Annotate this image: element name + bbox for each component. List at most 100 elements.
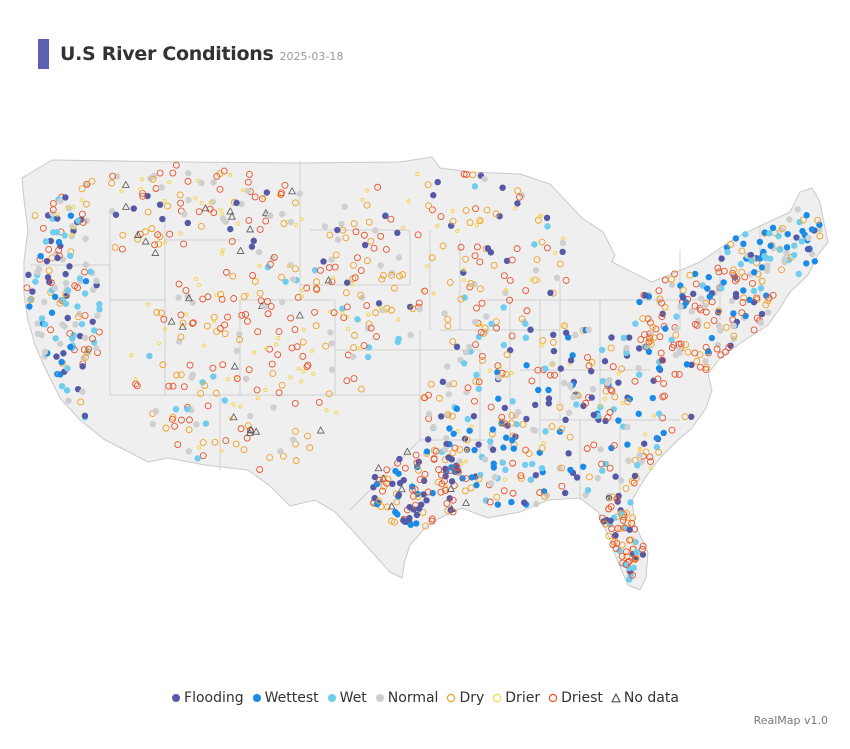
- gauge-point-driest[interactable]: [516, 193, 523, 201]
- gauge-point-flooding[interactable]: [718, 255, 725, 262]
- gauge-point-wet[interactable]: [221, 397, 228, 404]
- gauge-point-normal[interactable]: [445, 381, 452, 388]
- gauge-point-drier[interactable]: [129, 353, 134, 358]
- gauge-point-wet[interactable]: [63, 387, 71, 394]
- gauge-point-normal[interactable]: [185, 170, 192, 177]
- gauge-point-driest[interactable]: [708, 298, 716, 306]
- gauge-point-dry[interactable]: [210, 313, 218, 321]
- gauge-point-normal[interactable]: [531, 427, 539, 434]
- gauge-point-normal[interactable]: [783, 249, 790, 257]
- gauge-point-nodata[interactable]: [246, 425, 255, 433]
- gauge-point-normal[interactable]: [93, 277, 100, 284]
- gauge-point-driest[interactable]: [383, 479, 391, 487]
- gauge-point-flooding[interactable]: [690, 290, 697, 298]
- gauge-point-wettest[interactable]: [758, 264, 766, 271]
- gauge-point-dry[interactable]: [414, 493, 422, 501]
- gauge-point-dry[interactable]: [197, 389, 205, 397]
- gauge-point-drier[interactable]: [286, 264, 291, 269]
- gauge-point-dry[interactable]: [738, 268, 746, 276]
- gauge-point-dry[interactable]: [111, 243, 119, 251]
- gauge-point-driest[interactable]: [199, 452, 207, 460]
- gauge-point-drier[interactable]: [350, 281, 355, 287]
- gauge-point-flooding[interactable]: [250, 237, 257, 245]
- gauge-point-wettest[interactable]: [615, 417, 622, 424]
- gauge-point-nodata[interactable]: [387, 502, 396, 510]
- gauge-point-flooding[interactable]: [159, 215, 166, 223]
- gauge-point-driest[interactable]: [374, 183, 382, 191]
- gauge-point-normal[interactable]: [559, 239, 567, 247]
- gauge-point-driest[interactable]: [509, 489, 517, 497]
- gauge-point-wettest[interactable]: [677, 282, 684, 289]
- gauge-point-dry[interactable]: [722, 324, 730, 331]
- gauge-point-dry[interactable]: [449, 449, 457, 457]
- gauge-point-wet[interactable]: [53, 229, 61, 236]
- gauge-point-driest[interactable]: [506, 296, 513, 304]
- gauge-point-driest[interactable]: [360, 231, 368, 239]
- gauge-point-wet[interactable]: [748, 257, 755, 264]
- gauge-point-flooding[interactable]: [793, 234, 800, 241]
- gauge-point-driest[interactable]: [729, 269, 737, 277]
- gauge-point-driest[interactable]: [343, 377, 351, 385]
- gauge-point-normal[interactable]: [278, 298, 286, 306]
- legend-item-wet[interactable]: Wet: [327, 690, 367, 706]
- gauge-point-flooding[interactable]: [371, 473, 379, 481]
- gauge-point-flooding[interactable]: [506, 347, 514, 354]
- gauge-point-wet[interactable]: [573, 401, 580, 408]
- gauge-point-drier[interactable]: [366, 312, 371, 317]
- gauge-point-dry[interactable]: [144, 208, 152, 216]
- gauge-point-nodata[interactable]: [295, 311, 304, 319]
- gauge-point-driest[interactable]: [618, 552, 626, 560]
- gauge-point-flooding[interactable]: [640, 440, 648, 447]
- gauge-point-drier[interactable]: [539, 343, 544, 348]
- gauge-point-normal[interactable]: [38, 331, 45, 339]
- gauge-point-normal[interactable]: [242, 375, 250, 383]
- gauge-point-flooding[interactable]: [496, 212, 503, 220]
- gauge-point-wettest[interactable]: [626, 395, 634, 403]
- gauge-point-driest[interactable]: [249, 272, 257, 279]
- gauge-point-drier[interactable]: [138, 187, 143, 192]
- gauge-point-wettest[interactable]: [471, 446, 478, 454]
- gauge-point-normal[interactable]: [698, 295, 705, 302]
- gauge-point-normal[interactable]: [561, 379, 568, 387]
- legend-item-normal[interactable]: Normal: [375, 690, 438, 706]
- gauge-point-normal[interactable]: [597, 446, 604, 453]
- gauge-point-flooding[interactable]: [443, 440, 450, 448]
- gauge-point-driest[interactable]: [330, 309, 338, 317]
- gauge-point-drier[interactable]: [340, 311, 345, 316]
- gauge-point-flooding[interactable]: [156, 201, 164, 208]
- gauge-point-driest[interactable]: [658, 313, 666, 320]
- gauge-point-dry[interactable]: [148, 225, 156, 233]
- gauge-point-wettest[interactable]: [636, 298, 643, 306]
- gauge-point-driest[interactable]: [536, 489, 544, 497]
- gauge-point-normal[interactable]: [589, 385, 597, 393]
- gauge-point-driest[interactable]: [720, 267, 728, 275]
- gauge-point-flooding[interactable]: [446, 495, 453, 502]
- gauge-point-dry[interactable]: [518, 315, 526, 323]
- gauge-point-flooding[interactable]: [54, 254, 61, 262]
- gauge-point-driest[interactable]: [169, 382, 177, 390]
- gauge-point-normal[interactable]: [328, 340, 335, 347]
- gauge-point-dry[interactable]: [758, 277, 766, 285]
- gauge-point-driest[interactable]: [66, 330, 74, 337]
- gauge-point-normal[interactable]: [328, 256, 335, 263]
- gauge-point-drier[interactable]: [202, 343, 207, 348]
- gauge-point-normal[interactable]: [635, 364, 642, 372]
- gauge-point-driest[interactable]: [221, 321, 229, 329]
- gauge-point-wet[interactable]: [522, 461, 529, 469]
- gauge-point-nodata[interactable]: [184, 293, 193, 302]
- gauge-point-driest[interactable]: [47, 326, 55, 334]
- gauge-point-dry[interactable]: [240, 446, 248, 454]
- gauge-point-drier[interactable]: [55, 212, 60, 217]
- gauge-point-drier[interactable]: [162, 199, 167, 204]
- gauge-point-driest[interactable]: [256, 226, 264, 233]
- gauge-point-flooding[interactable]: [545, 395, 553, 402]
- gauge-point-driest[interactable]: [325, 264, 333, 272]
- gauge-point-flooding[interactable]: [420, 491, 427, 498]
- gauge-point-wettest[interactable]: [446, 425, 453, 432]
- gauge-point-drier[interactable]: [331, 275, 336, 280]
- gauge-point-wettest[interactable]: [730, 310, 737, 317]
- gauge-point-drier[interactable]: [276, 335, 281, 341]
- gauge-point-normal[interactable]: [69, 222, 76, 230]
- gauge-point-flooding[interactable]: [439, 378, 447, 386]
- gauge-point-dry[interactable]: [642, 448, 650, 456]
